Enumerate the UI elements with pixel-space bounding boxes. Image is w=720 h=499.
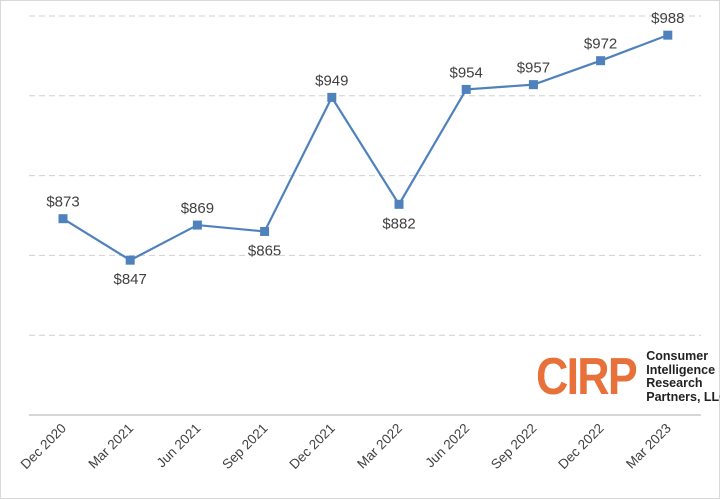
x-tick-label: Jun 2021 (154, 421, 204, 471)
logo-company-name: Consumer Intelligence Research Partners,… (646, 349, 720, 404)
data-label: $882 (382, 215, 415, 232)
logo-line-4: Partners, LLC (646, 389, 720, 404)
x-tick-label: Mar 2022 (354, 421, 405, 472)
data-point-marker (58, 214, 68, 224)
x-tick-label: Sep 2021 (219, 421, 270, 472)
logo-line-2: Intelligence (646, 362, 716, 377)
data-label: $847 (114, 271, 147, 288)
data-label: $869 (181, 200, 214, 217)
x-tick-label: Mar 2023 (623, 421, 674, 472)
x-tick-label: Mar 2021 (85, 421, 136, 472)
data-point-marker (528, 80, 538, 90)
x-tick-label: Dec 2020 (18, 421, 69, 472)
data-point-marker (663, 30, 673, 40)
data-point-marker (125, 255, 135, 265)
x-tick-label: Jun 2022 (422, 421, 472, 471)
data-point-marker (394, 199, 404, 209)
series (58, 30, 673, 265)
x-tick-label: Dec 2021 (286, 421, 337, 472)
data-point-marker (260, 226, 270, 236)
data-label: $949 (315, 72, 348, 89)
data-point-marker (192, 220, 202, 230)
data-labels: $873 $847 $869 $865 $949 $882 $954 $957 $972 $988 (46, 10, 684, 288)
logo-line-3: Research (646, 376, 703, 390)
logo-mark: CIRP (536, 348, 638, 406)
cirp-logo: CIRP Consumer Intelligence Research Part… (536, 349, 720, 405)
data-label: $873 (46, 194, 79, 211)
x-tick-label: Dec 2022 (555, 421, 606, 472)
series-line (62, 34, 669, 262)
data-label: $957 (517, 60, 550, 77)
logo-line-1: Consumer (646, 349, 709, 363)
data-point-marker (461, 84, 471, 94)
data-point-marker (596, 56, 606, 66)
data-label: $865 (248, 242, 281, 259)
x-tick-labels: Dec 2020 Mar 2021 Jun 2021 Sep 2021 Dec 2021… (18, 421, 674, 472)
data-point-marker (327, 92, 337, 102)
data-label: $988 (651, 10, 684, 27)
x-tick-label: Sep 2022 (488, 421, 539, 472)
data-label: $954 (450, 64, 483, 81)
data-label: $972 (584, 36, 617, 53)
